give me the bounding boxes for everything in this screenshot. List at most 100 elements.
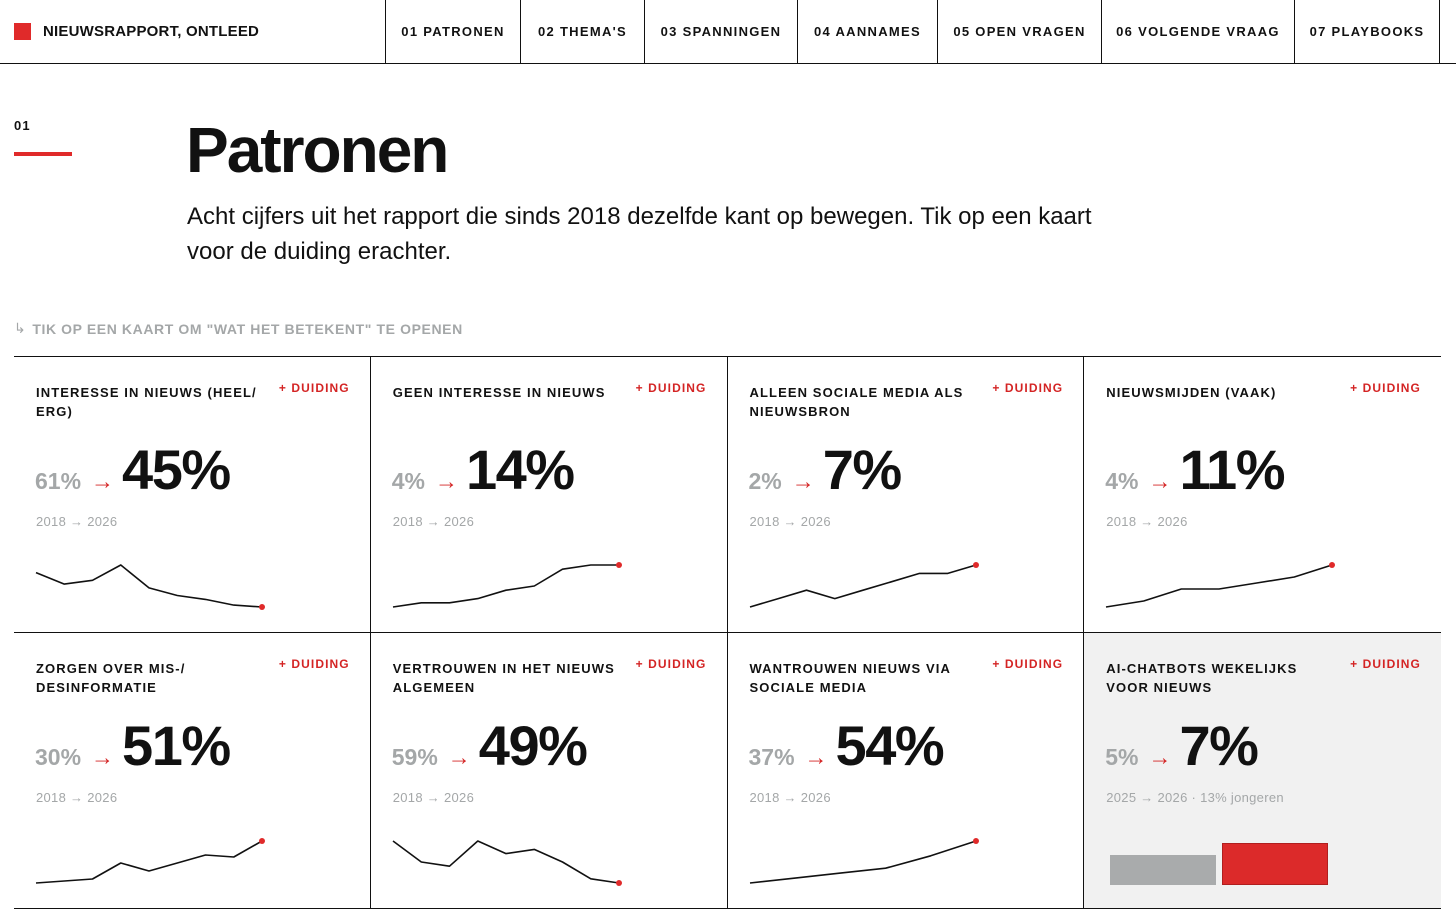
stat-card-nieuwsmijden[interactable]: NIEUWSMIJDEN (VAAK) + DUIDING 4% → 11% 2018 →… bbox=[1084, 357, 1441, 632]
card-label: NIEUWSMIJDEN (VAAK) bbox=[1106, 385, 1277, 400]
arrow-right-icon: → bbox=[1148, 468, 1172, 494]
card-values: 5% → 7% bbox=[1105, 713, 1259, 778]
card-label: VERTROUWEN IN HET NIEUWS ALGEMEEN bbox=[392, 661, 615, 695]
arrow-right-icon: → bbox=[447, 744, 471, 770]
sparkline bbox=[392, 562, 622, 608]
arrow-right-icon: → bbox=[791, 468, 815, 494]
stat-card-desinformatie[interactable]: ZORGEN OVER MIS-/ DESINFORMATIE + DUIDING… bbox=[14, 633, 371, 908]
tab-playbooks[interactable]: 07 PLAYBOOKS bbox=[1294, 0, 1440, 63]
tab-patronen[interactable]: 01 PATRONEN bbox=[385, 0, 520, 63]
card-period: 2018 → 2026 bbox=[749, 514, 831, 529]
card-label: ALLEEN SOCIALE MEDIA ALS NIEUWSBRON bbox=[749, 385, 964, 419]
sparkline-path bbox=[392, 564, 619, 608]
stat-card-vertrouwen[interactable]: VERTROUWEN IN HET NIEUWS ALGEMEEN + DUIDI… bbox=[371, 633, 728, 908]
card-period: 2018 → 2026 bbox=[749, 790, 831, 805]
value-to: 45% bbox=[122, 438, 231, 501]
sparkline-path bbox=[749, 840, 976, 884]
sparkline-path bbox=[749, 564, 976, 608]
sparkline bbox=[35, 838, 265, 884]
card-label: WANTROUWEN NIEUWS VIA SOCIALE MEDIA bbox=[749, 661, 951, 695]
stat-card-alleen-sociale-media[interactable]: ALLEEN SOCIALE MEDIA ALS NIEUWSBRON + DUI… bbox=[728, 357, 1085, 632]
card-values: 61% → 45% bbox=[35, 437, 231, 502]
value-from: 4% bbox=[391, 468, 425, 494]
card-values: 37% → 54% bbox=[749, 713, 945, 778]
tab-themas[interactable]: 02 THEMA'S bbox=[520, 0, 644, 63]
sparkline-end-dot bbox=[259, 838, 265, 844]
page-title: Patronen bbox=[186, 114, 449, 186]
value-to: 49% bbox=[478, 714, 588, 777]
card-period: 2018 → 2026 bbox=[36, 514, 118, 529]
card-row: ZORGEN OVER MIS-/ DESINFORMATIE + DUIDING… bbox=[14, 633, 1441, 909]
card-label: GEEN INTERESSE IN NIEUWS bbox=[392, 385, 606, 400]
card-period: 2018 → 2026 bbox=[36, 790, 118, 805]
sparkline bbox=[392, 840, 622, 886]
brand-label: NIEUWSRAPPORT, ONTLEED bbox=[43, 22, 260, 40]
top-nav: NIEUWSRAPPORT, ONTLEED 01 PATRONEN 02 TH… bbox=[0, 0, 1456, 64]
value-to: 14% bbox=[466, 438, 575, 501]
duiding-toggle[interactable]: + DUIDING bbox=[635, 381, 707, 395]
tab-volgende-vraag[interactable]: 06 VOLGENDE VRAAG bbox=[1101, 0, 1294, 63]
brand[interactable]: NIEUWSRAPPORT, ONTLEED bbox=[14, 0, 259, 62]
arrow-right-icon: → bbox=[91, 744, 115, 770]
tab-aannames[interactable]: 04 AANNAMES bbox=[797, 0, 937, 63]
arrow-right-icon: → bbox=[1148, 744, 1172, 770]
stat-card-geen-interesse[interactable]: GEEN INTERESSE IN NIEUWS + DUIDING 4% → 14% 2… bbox=[371, 357, 728, 632]
card-values: 59% → 49% bbox=[391, 713, 588, 778]
section-tabs: 01 PATRONEN 02 THEMA'S 03 SPANNINGEN 04 … bbox=[385, 0, 1440, 63]
card-values: 2% → 7% bbox=[748, 437, 903, 502]
sparkline-path bbox=[35, 564, 263, 608]
sparkline-end-dot bbox=[615, 562, 622, 568]
card-period: 2025 → 2026 · 13% jongeren bbox=[1106, 790, 1284, 805]
duiding-toggle[interactable]: + DUIDING bbox=[635, 657, 707, 671]
value-from: 5% bbox=[1105, 744, 1139, 770]
value-to: 7% bbox=[1179, 714, 1259, 777]
card-label: AI-CHATBOTS WEKELIJKS VOOR NIEUWS bbox=[1106, 661, 1298, 695]
tab-open-vragen[interactable]: 05 OPEN VRAGEN bbox=[937, 0, 1101, 63]
bar-previous bbox=[1110, 855, 1217, 885]
hint-text: TIK OP EEN KAART OM "WAT HET BETEKENT" T… bbox=[32, 320, 463, 337]
card-period: 2018 → 2026 bbox=[392, 514, 475, 529]
return-arrow-icon: ↳ bbox=[14, 320, 27, 336]
card-period: 2018 → 2026 bbox=[1106, 514, 1188, 529]
sparkline-end-dot bbox=[615, 880, 622, 886]
duiding-toggle[interactable]: + DUIDING bbox=[278, 657, 350, 671]
arrow-right-icon: → bbox=[91, 468, 115, 494]
duiding-toggle[interactable]: + DUIDING bbox=[1350, 657, 1421, 671]
card-label: INTERESSE IN NIEUWS (HEEL/ ERG) bbox=[36, 385, 257, 419]
value-from: 61% bbox=[35, 468, 82, 494]
value-to: 11% bbox=[1179, 438, 1286, 501]
value-from: 2% bbox=[748, 468, 782, 494]
value-to: 54% bbox=[835, 714, 945, 777]
tab-spanningen[interactable]: 03 SPANNINGEN bbox=[644, 0, 797, 63]
sparkline-end-dot bbox=[972, 838, 979, 844]
value-to: 51% bbox=[122, 714, 231, 777]
duiding-toggle[interactable]: + DUIDING bbox=[992, 381, 1064, 395]
card-values: 4% → 14% bbox=[391, 437, 575, 502]
duiding-toggle[interactable]: + DUIDING bbox=[992, 657, 1064, 671]
hint: ↳ TIK OP EEN KAART OM "WAT HET BETEKENT"… bbox=[14, 320, 463, 337]
arrow-right-icon: → bbox=[435, 468, 458, 494]
sparkline bbox=[1106, 562, 1336, 608]
sparkline-end-dot bbox=[972, 562, 979, 568]
sparkline-end-dot bbox=[1329, 562, 1336, 568]
stat-card-ai-chatbots[interactable]: AI-CHATBOTS WEKELIJKS VOOR NIEUWS + DUIDI… bbox=[1084, 633, 1441, 908]
card-values: 4% → 11% bbox=[1105, 437, 1286, 502]
duiding-toggle[interactable]: + DUIDING bbox=[1350, 381, 1421, 395]
value-from: 30% bbox=[35, 744, 82, 770]
brand-logo-square bbox=[14, 22, 31, 40]
sparkline bbox=[35, 564, 265, 610]
card-period: 2018 → 2026 bbox=[392, 790, 475, 805]
sparkline bbox=[749, 562, 979, 608]
bar-current bbox=[1222, 843, 1329, 885]
value-from: 4% bbox=[1105, 468, 1139, 494]
card-values: 30% → 51% bbox=[35, 713, 231, 778]
sparkline-path bbox=[392, 840, 619, 884]
sparkline-end-dot bbox=[259, 604, 265, 610]
stat-card-interesse[interactable]: INTERESSE IN NIEUWS (HEEL/ ERG) + DUIDING… bbox=[14, 357, 371, 632]
section-number: 01 bbox=[14, 118, 31, 133]
sparkline bbox=[749, 838, 979, 884]
value-from: 59% bbox=[391, 744, 438, 770]
stat-card-wantrouwen-sociale-media[interactable]: WANTROUWEN NIEUWS VIA SOCIALE MEDIA + DUI… bbox=[728, 633, 1085, 908]
duiding-toggle[interactable]: + DUIDING bbox=[278, 381, 350, 395]
section-accent-rule bbox=[14, 152, 72, 156]
